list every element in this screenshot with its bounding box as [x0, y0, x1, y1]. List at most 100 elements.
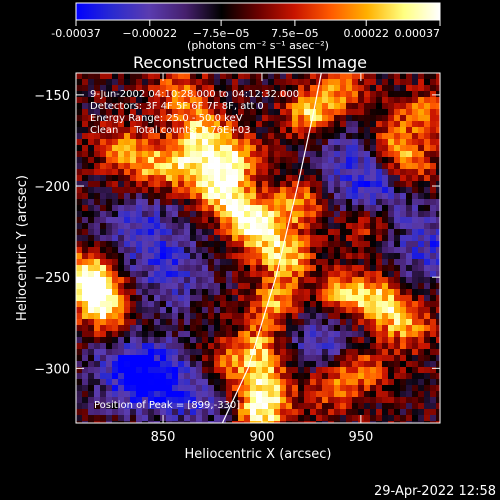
heatmap-cell [154, 121, 160, 127]
heatmap-cell [178, 259, 184, 265]
heatmap-cell [226, 91, 232, 97]
heatmap-cell [94, 403, 100, 409]
heatmap-cell [220, 223, 226, 229]
heatmap-cell [94, 379, 100, 385]
heatmap-cell [274, 103, 280, 109]
heatmap-cell [148, 385, 154, 391]
heatmap-cell [166, 349, 172, 355]
heatmap-cell [394, 301, 400, 307]
heatmap-cell [430, 397, 436, 403]
heatmap-cell [262, 205, 268, 211]
heatmap-cell [400, 211, 406, 217]
heatmap-cell [268, 355, 274, 361]
heatmap-cell [214, 283, 220, 289]
heatmap-cell [316, 319, 322, 325]
heatmap-cell [346, 115, 352, 121]
heatmap-cell [160, 223, 166, 229]
heatmap-cell [310, 355, 316, 361]
heatmap-cell [304, 415, 310, 421]
heatmap-cell [220, 229, 226, 235]
heatmap-cell [148, 121, 154, 127]
heatmap-cell [388, 133, 394, 139]
heatmap-cell [100, 73, 106, 79]
heatmap-cell [298, 337, 304, 343]
heatmap-cell [316, 325, 322, 331]
heatmap-cell [76, 331, 82, 337]
heatmap-cell [196, 403, 202, 409]
heatmap-cell [160, 325, 166, 331]
heatmap-cell [370, 247, 376, 253]
heatmap-cell [400, 355, 406, 361]
heatmap-cell [202, 283, 208, 289]
heatmap-cell [172, 103, 178, 109]
heatmap-cell [130, 223, 136, 229]
heatmap-cell [112, 409, 118, 415]
heatmap-cell [418, 109, 424, 115]
heatmap-cell [148, 403, 154, 409]
heatmap-cell [124, 103, 130, 109]
heatmap-cell [364, 403, 370, 409]
heatmap-cell [298, 319, 304, 325]
heatmap-cell [286, 349, 292, 355]
heatmap-cell [178, 319, 184, 325]
heatmap-cell [310, 385, 316, 391]
heatmap-cell [412, 259, 418, 265]
heatmap-cell [424, 73, 430, 79]
heatmap-cell [172, 295, 178, 301]
heatmap-cell [346, 133, 352, 139]
heatmap-cell [298, 421, 304, 423]
heatmap-cell [316, 145, 322, 151]
heatmap-cell [142, 325, 148, 331]
heatmap-cell [184, 85, 190, 91]
heatmap-cell [238, 247, 244, 253]
heatmap-cell [328, 175, 334, 181]
heatmap-cell [112, 313, 118, 319]
heatmap-cell [430, 121, 436, 127]
heatmap-cell [334, 235, 340, 241]
heatmap-cell [214, 235, 220, 241]
heatmap-cell [250, 283, 256, 289]
heatmap-cell [118, 97, 124, 103]
heatmap-cell [268, 271, 274, 277]
heatmap-cell [382, 265, 388, 271]
heatmap-cell [244, 373, 250, 379]
heatmap-cell [424, 421, 430, 423]
heatmap-cell [142, 79, 148, 85]
heatmap-cell [406, 121, 412, 127]
heatmap-cell [436, 331, 440, 337]
heatmap-cell [190, 301, 196, 307]
heatmap-cell [100, 133, 106, 139]
heatmap-cell [280, 79, 286, 85]
heatmap-cell [94, 181, 100, 187]
heatmap-cell [388, 337, 394, 343]
heatmap-cell [322, 373, 328, 379]
heatmap-cell [208, 397, 214, 403]
heatmap-cell [172, 139, 178, 145]
heatmap-cell [328, 355, 334, 361]
heatmap-cell [88, 319, 94, 325]
heatmap-cell [322, 343, 328, 349]
heatmap-cell [358, 181, 364, 187]
heatmap-cell [334, 307, 340, 313]
heatmap-cell [94, 337, 100, 343]
heatmap-cell [388, 247, 394, 253]
heatmap-cell [220, 163, 226, 169]
heatmap-cell [112, 223, 118, 229]
heatmap-cell [430, 247, 436, 253]
heatmap-cell [124, 145, 130, 151]
heatmap-cell [202, 223, 208, 229]
heatmap-cell [376, 367, 382, 373]
heatmap-cell [262, 163, 268, 169]
heatmap-cell [142, 379, 148, 385]
heatmap-cell [238, 85, 244, 91]
heatmap-cell [76, 343, 82, 349]
heatmap-cell [274, 217, 280, 223]
heatmap-cell [292, 379, 298, 385]
heatmap-cell [400, 415, 406, 421]
heatmap-cell [388, 373, 394, 379]
heatmap-cell [76, 223, 82, 229]
heatmap-cell [334, 319, 340, 325]
heatmap-cell [304, 193, 310, 199]
heatmap-cell [358, 283, 364, 289]
heatmap-cell [148, 79, 154, 85]
